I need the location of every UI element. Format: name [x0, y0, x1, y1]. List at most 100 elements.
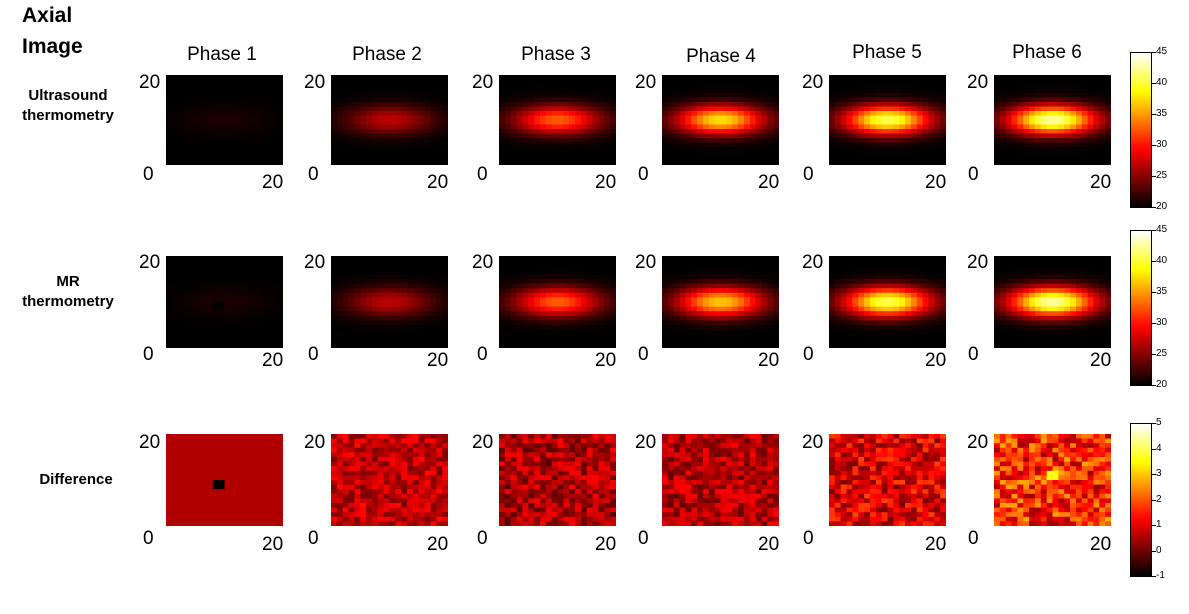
- heatmap-cell: [1081, 111, 1089, 117]
- heatmap-cell: [829, 106, 836, 112]
- heatmap-cell: [189, 288, 196, 294]
- heatmap-cell: [563, 315, 570, 321]
- heatmap-cell: [389, 129, 396, 135]
- heatmap-cell: [934, 93, 941, 99]
- heatmap-cell: [206, 297, 214, 303]
- heatmap-cell: [994, 156, 1001, 162]
- heatmap-cell: [662, 265, 669, 271]
- heatmap-cell: [869, 279, 877, 285]
- heatmap-cell: [389, 320, 396, 326]
- heatmap-cell: [510, 111, 518, 117]
- heatmap-cell: [994, 306, 1001, 312]
- heatmap-cell: [539, 147, 547, 153]
- heatmap-cell: [899, 97, 906, 103]
- heatmap-cell: [412, 88, 420, 94]
- heatmap-cell: [528, 147, 535, 153]
- heatmap-cell: [598, 93, 605, 99]
- heatmap-cell: [586, 279, 594, 285]
- heatmap-cell: [858, 311, 865, 317]
- heatmap-cell: [869, 265, 877, 271]
- heatmap-cell: [720, 256, 727, 262]
- heatmap-cell: [1034, 265, 1042, 271]
- heatmap-cell: [743, 156, 751, 162]
- heatmap-cell: [598, 274, 605, 280]
- heatmap-cell: [412, 302, 420, 308]
- heatmap-cell: [401, 297, 408, 303]
- heatmap-cell: [212, 120, 220, 126]
- heatmap-cell: [1011, 147, 1018, 153]
- heatmap-cell: [773, 260, 779, 266]
- heatmap-cell: [773, 115, 779, 121]
- heatmap-cell: [1052, 102, 1059, 108]
- heatmap-cell: [242, 147, 249, 153]
- heatmap-cell: [271, 279, 278, 285]
- heatmap-cell: [940, 343, 946, 348]
- heatmap-cell: [218, 343, 226, 348]
- heatmap-cell: [1052, 151, 1059, 157]
- heatmap-cell: [348, 302, 355, 308]
- heatmap-cell: [551, 288, 559, 294]
- heatmap-cell: [580, 292, 588, 298]
- heatmap-cell: [166, 75, 173, 81]
- heatmap-cell: [171, 269, 179, 275]
- heatmap-cell: [940, 147, 946, 153]
- heatmap-cell: [360, 325, 367, 331]
- heatmap-cell: [893, 279, 900, 285]
- heatmap-cell: [247, 256, 255, 262]
- heatmap-cell: [218, 93, 226, 99]
- heatmap-cell: [171, 265, 179, 271]
- heatmap-cell: [1011, 265, 1018, 271]
- heatmap-cell: [557, 111, 564, 117]
- heatmap-cell: [1075, 297, 1083, 303]
- heatmap-cell: [442, 133, 448, 139]
- heatmap-cell: [1052, 269, 1059, 275]
- heatmap-cell: [336, 297, 344, 303]
- heatmap-cell: [679, 160, 686, 165]
- heatmap-cell: [563, 269, 570, 275]
- heatmap-cell: [1058, 292, 1065, 298]
- heatmap-cell: [899, 102, 906, 108]
- heatmap-cell: [940, 115, 946, 121]
- heatmap-cell: [840, 269, 848, 275]
- heatmap-cell: [999, 260, 1007, 266]
- heatmap-cell: [869, 151, 877, 157]
- heatmap-cell: [761, 120, 768, 126]
- heatmap-cell: [829, 306, 836, 312]
- heatmap-cell: [212, 156, 220, 162]
- heatmap-cell: [430, 138, 437, 144]
- heatmap-cell: [265, 256, 272, 262]
- heatmap-cell: [563, 292, 570, 298]
- heatmap-cell: [247, 292, 255, 298]
- heatmap-cell: [846, 106, 853, 112]
- heatmap-cell: [905, 124, 912, 130]
- heatmap-cell: [177, 129, 185, 135]
- heatmap-cell: [354, 102, 361, 108]
- heatmap-cell: [516, 311, 523, 317]
- heatmap-cell: [755, 302, 763, 308]
- heatmap-cell: [504, 97, 512, 103]
- heatmap-cell: [195, 265, 202, 271]
- heatmap-cell: [1070, 279, 1077, 285]
- heatmap-cell: [265, 124, 272, 130]
- heatmap-cell: [714, 138, 722, 144]
- heatmap-cell: [545, 283, 553, 289]
- heatmap-cell: [905, 84, 912, 90]
- heatmap-cell: [1081, 265, 1089, 271]
- heatmap-cell: [354, 315, 361, 321]
- heatmap-cell: [726, 111, 733, 117]
- heatmap-cell: [916, 120, 924, 126]
- heatmap-cell: [869, 93, 877, 99]
- heatmap-cell: [899, 334, 906, 340]
- heatmap-cell: [1017, 138, 1024, 144]
- heatmap-cell: [442, 256, 448, 262]
- heatmap-cell: [528, 260, 535, 266]
- heatmap-cell: [183, 470, 190, 476]
- heatmap-cell: [761, 115, 768, 121]
- heatmap-cell: [277, 297, 283, 303]
- heatmap-cell: [738, 115, 745, 121]
- heatmap-cell: [418, 338, 426, 344]
- heatmap-cell: [342, 84, 350, 90]
- heatmap-cell: [348, 97, 355, 103]
- heatmap-cell: [1023, 274, 1030, 280]
- heatmap-cell: [253, 142, 261, 148]
